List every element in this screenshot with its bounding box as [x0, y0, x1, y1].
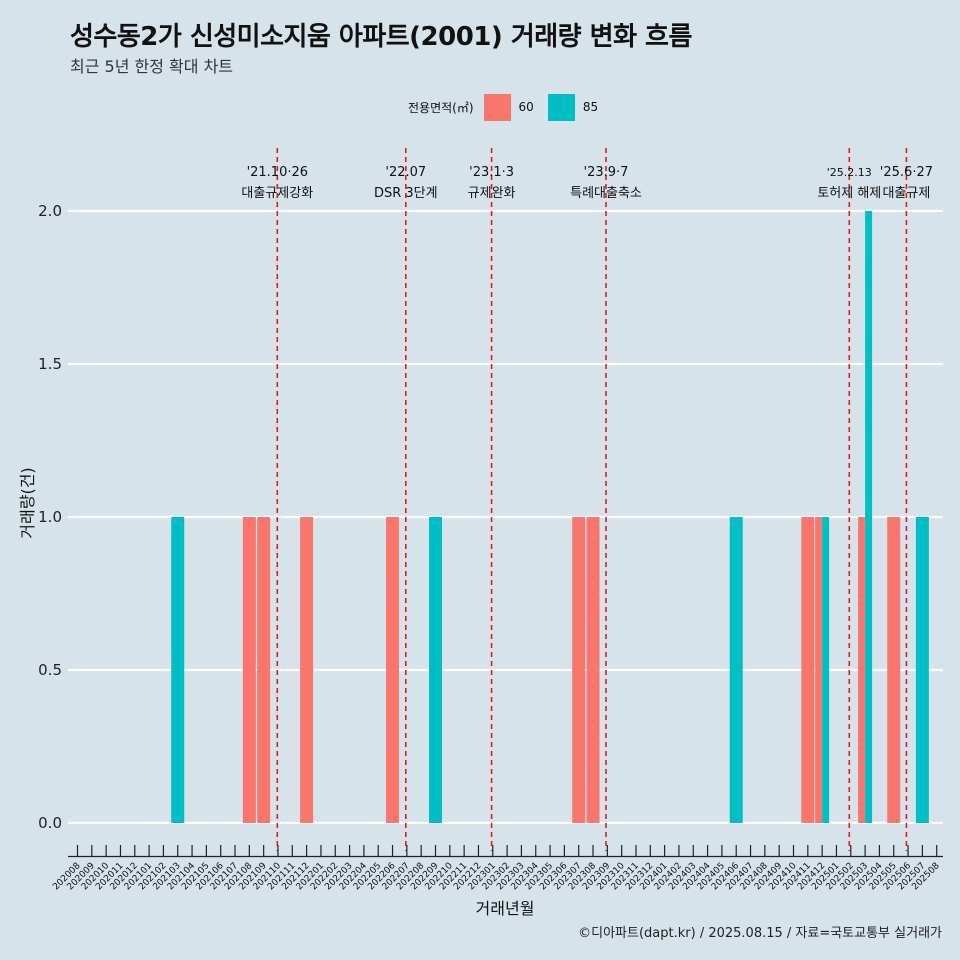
event-date-label: '25.2.13: [827, 166, 872, 179]
bar-85: [171, 517, 185, 823]
bar-60: [887, 517, 901, 823]
event-name-label: 특례대출축소: [570, 186, 642, 201]
x-axis-title: 거래년월: [476, 899, 535, 918]
event-date-label: '23.1·3: [469, 165, 514, 180]
bar-60: [586, 517, 600, 823]
event-name-label: 규제완화: [468, 186, 516, 201]
bar-60: [386, 517, 400, 823]
chart-title: 성수동2가 신성미소지움 아파트(2001) 거래량 변화 흐름: [70, 22, 692, 52]
chart-subtitle: 최근 5년 한정 확대 차트: [70, 57, 234, 76]
event-name-label: 대출규제: [882, 186, 930, 201]
bar-60: [801, 517, 815, 823]
y-tick-label: 2.0: [38, 202, 62, 220]
bar-85: [865, 211, 873, 823]
y-tick-label: 1.5: [38, 355, 62, 373]
legend-title: 전용면적(㎡): [408, 100, 474, 115]
bar-60: [572, 517, 586, 823]
legend-swatch-60: [483, 93, 511, 121]
legend-swatch-85: [547, 93, 575, 121]
legend-label-60: 60: [518, 100, 534, 114]
legend: 전용면적(㎡) 60 85: [408, 93, 612, 121]
y-tick-label: 0.5: [38, 661, 62, 679]
event-name-label: 대출규제강화: [241, 186, 313, 201]
bar-85: [915, 517, 929, 823]
event-date-label: '25.6·27: [880, 165, 933, 180]
event-date-label: '21.10·26: [247, 165, 308, 180]
y-tick-label: 0.0: [38, 814, 62, 832]
event-date-label: '22.07: [385, 165, 426, 180]
y-tick-label: 1.0: [38, 508, 62, 526]
y-axis-title: 거래량(건): [18, 467, 37, 538]
source-caption: ©디아파트(dapt.kr) / 2025.08.15 / 자료=국토교통부 실…: [578, 926, 942, 941]
event-name-label: DSR 3단계: [374, 186, 438, 201]
legend-label-85: 85: [582, 100, 599, 114]
event-name-label: 토허제 해제: [817, 186, 881, 201]
bar-60: [257, 517, 271, 823]
bar-60: [300, 517, 314, 823]
bar-85: [429, 517, 442, 823]
bar-60: [815, 517, 823, 823]
event-date-label: '23.9·7: [584, 165, 629, 180]
bar-85: [729, 517, 743, 823]
bar-85: [822, 517, 830, 823]
bar-60: [242, 517, 256, 823]
bar-60: [858, 517, 866, 823]
